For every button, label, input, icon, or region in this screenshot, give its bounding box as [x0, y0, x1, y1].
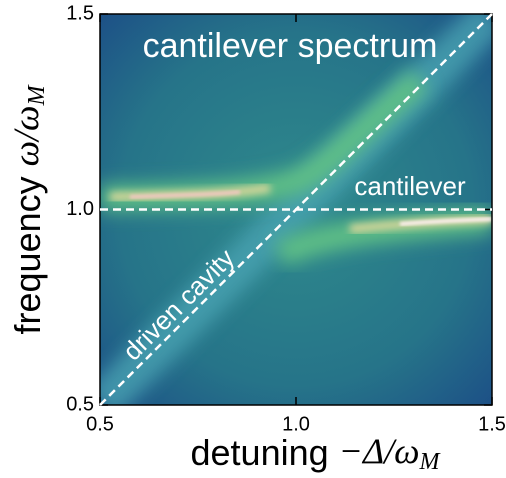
- x-axis-label: detuning −Δ/ωM: [191, 431, 442, 474]
- annotation: cantilever: [354, 171, 466, 201]
- y-axis-label: frequency ω/ωM: [6, 84, 49, 335]
- chart-title: cantilever spectrum: [143, 27, 438, 65]
- x-tick-label: 0.5: [86, 413, 114, 435]
- y-tick-label: 0.5: [66, 393, 94, 415]
- y-tick-label: 1.5: [66, 2, 94, 24]
- y-tick-label: 1.0: [66, 198, 94, 220]
- x-tick-label: 1.5: [478, 413, 506, 435]
- x-tick-label: 1.0: [282, 413, 310, 435]
